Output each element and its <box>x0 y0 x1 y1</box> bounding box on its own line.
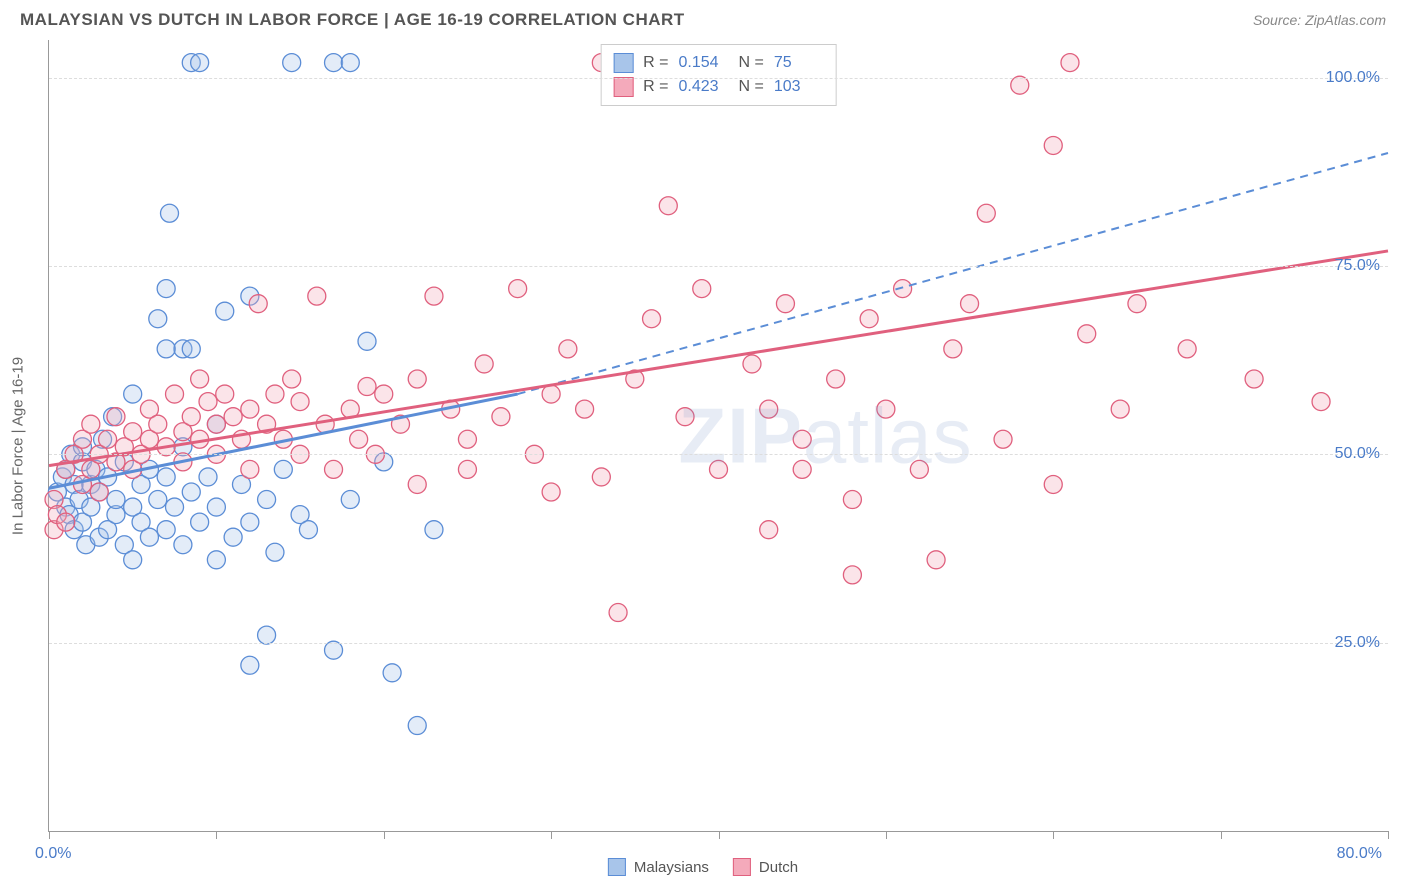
y-tick-label: 75.0% <box>1335 257 1380 275</box>
y-tick-label: 25.0% <box>1335 634 1380 652</box>
chart-title: MALAYSIAN VS DUTCH IN LABOR FORCE | AGE … <box>20 10 685 30</box>
legend-label-malaysians: Malaysians <box>634 859 709 876</box>
corr-swatch-malaysians <box>613 53 633 73</box>
corr-n-label: N = <box>739 51 764 75</box>
y-axis-label: In Labor Force | Age 16-19 <box>10 357 27 535</box>
x-tick-last: 80.0% <box>1337 845 1382 863</box>
y-tick-label: 50.0% <box>1335 445 1380 463</box>
corr-swatch-dutch <box>613 77 633 97</box>
source-label: Source: ZipAtlas.com <box>1253 12 1386 28</box>
corr-r-label: R = <box>643 51 668 75</box>
corr-row-malaysians: R = 0.154 N = 75 <box>613 51 824 75</box>
legend-item-malaysians: Malaysians <box>608 858 709 876</box>
x-tick-first: 0.0% <box>35 845 71 863</box>
legend-swatch-dutch <box>733 858 751 876</box>
chart-plot-area: R = 0.154 N = 75 R = 0.423 N = 103 ZIPat… <box>48 40 1388 832</box>
scatter-svg <box>49 40 1388 831</box>
legend-item-dutch: Dutch <box>733 858 798 876</box>
correlation-box: R = 0.154 N = 75 R = 0.423 N = 103 <box>600 44 837 106</box>
legend: Malaysians Dutch <box>608 858 798 876</box>
corr-n-malaysians: 75 <box>774 51 824 75</box>
corr-r-malaysians: 0.154 <box>679 51 729 75</box>
y-tick-label: 100.0% <box>1326 69 1380 87</box>
legend-label-dutch: Dutch <box>759 859 798 876</box>
legend-swatch-malaysians <box>608 858 626 876</box>
